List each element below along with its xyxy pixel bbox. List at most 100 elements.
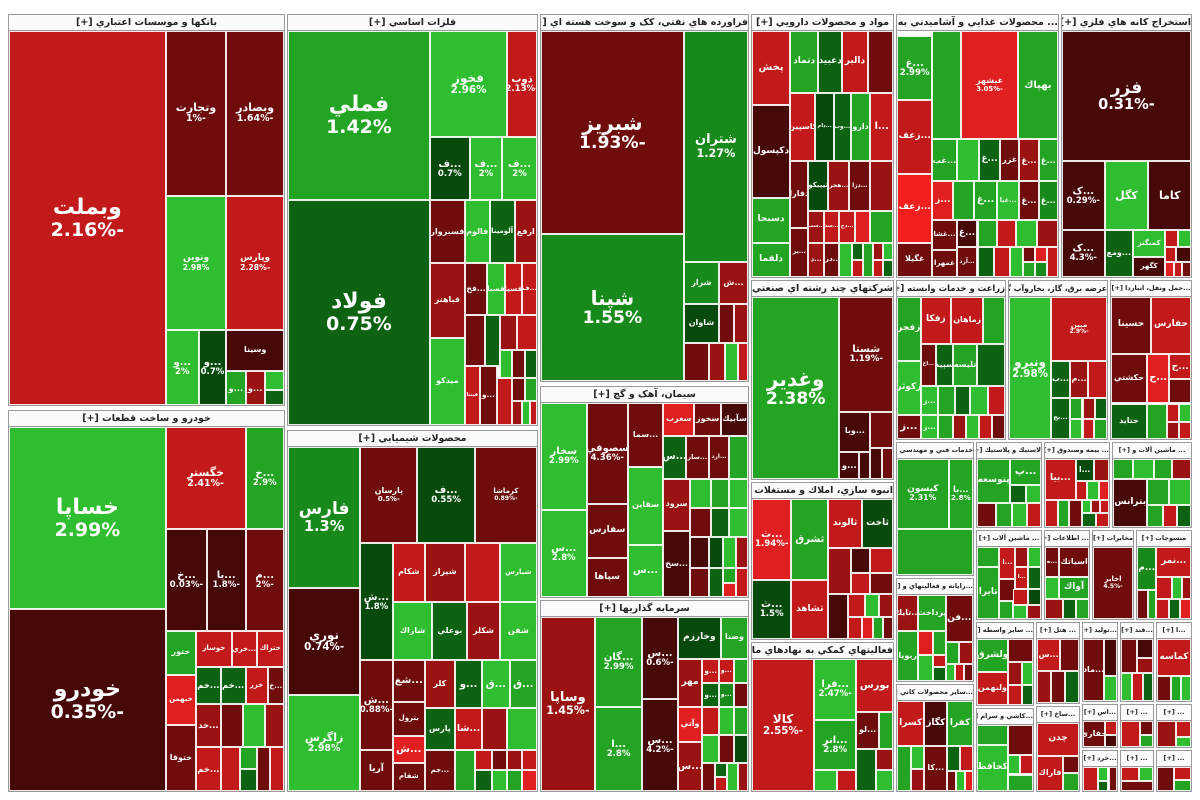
stock-tile-...غ[interactable]: ...غ bbox=[1019, 181, 1039, 221]
stock-tile-...ا[interactable]: ...ا bbox=[870, 92, 893, 162]
stock-tile[interactable] bbox=[1174, 262, 1182, 277]
stock-tile-...ز[interactable]: ...ز bbox=[920, 386, 939, 415]
stock-tile-...خم[interactable]: ...خم bbox=[196, 747, 221, 791]
stock-tile-شستا[interactable]: شستا -1.19% bbox=[839, 297, 893, 412]
stock-tile[interactable] bbox=[1093, 459, 1109, 481]
sector-header-hotel[interactable]: ... هتل [+] bbox=[1037, 623, 1079, 639]
stock-tile-تیپیکو[interactable]: تیپیکو bbox=[808, 161, 829, 211]
stock-tile-...و[interactable]: ...و bbox=[719, 683, 734, 708]
stock-tile-کگل[interactable]: کگل bbox=[1104, 161, 1149, 231]
stock-tile-شاراك[interactable]: شاراك bbox=[392, 601, 433, 661]
stock-tile-حفارس[interactable]: حفارس bbox=[1151, 297, 1191, 354]
stock-tile[interactable] bbox=[1095, 397, 1107, 420]
stock-tile-خودرو[interactable]: خودرو -0.35% bbox=[9, 609, 166, 791]
stock-tile-مبین[interactable]: مبین -2.9% bbox=[1051, 297, 1107, 361]
stock-tile[interactable] bbox=[955, 386, 971, 415]
stock-tile-شتران[interactable]: شتران 1.27% bbox=[683, 31, 748, 262]
stock-tile-...ث[interactable]: ...ث -1.94% bbox=[752, 499, 792, 581]
stock-tile-وپارس[interactable]: وپارس -2.28% bbox=[226, 195, 284, 331]
stock-tile-...غ[interactable]: ...غ bbox=[1038, 181, 1058, 221]
stock-tile[interactable] bbox=[1082, 513, 1096, 527]
stock-tile-کالا[interactable]: کالا -2.55% bbox=[752, 659, 815, 791]
stock-tile[interactable] bbox=[963, 663, 973, 681]
stock-tile-زفکا[interactable]: زفکا bbox=[920, 297, 951, 344]
stock-tile[interactable] bbox=[977, 247, 994, 277]
stock-tile[interactable] bbox=[512, 350, 525, 378]
stock-tile[interactable] bbox=[1147, 505, 1163, 527]
stock-tile-...ق[interactable]: ...ق bbox=[509, 660, 537, 709]
stock-tile[interactable] bbox=[499, 350, 513, 378]
stock-tile[interactable] bbox=[938, 414, 954, 439]
sector-header-telecom[interactable]: مخابرات [+] bbox=[1093, 531, 1133, 547]
stock-tile-...سار[interactable]: ...سار bbox=[685, 435, 709, 479]
stock-tile[interactable] bbox=[517, 314, 537, 351]
stock-tile[interactable] bbox=[1121, 721, 1141, 747]
stock-tile-وخارزم[interactable]: وخارزم bbox=[677, 617, 722, 659]
stock-tile[interactable] bbox=[1063, 773, 1079, 791]
stock-tile[interactable] bbox=[1147, 590, 1157, 619]
stock-tile-حفاری[interactable]: حفاری bbox=[1083, 721, 1105, 747]
stock-tile[interactable] bbox=[1082, 397, 1096, 420]
stock-tile-...و[interactable]: ...و bbox=[702, 658, 719, 684]
stock-tile-...جم[interactable]: ...جم bbox=[424, 749, 455, 791]
stock-tile-...ح[interactable]: ...ح bbox=[1147, 353, 1170, 404]
stock-tile-کگهر[interactable]: کگهر bbox=[1132, 257, 1166, 277]
sector-header-tiny4[interactable]: ... [+] bbox=[1157, 751, 1191, 767]
stock-tile-سپید[interactable]: سپید bbox=[935, 343, 954, 387]
stock-tile[interactable] bbox=[814, 769, 837, 791]
sector-header-cement[interactable]: سيمان، آهک و گچ [+] bbox=[541, 387, 748, 403]
stock-tile-سصوفي[interactable]: سصوفي -4.36% bbox=[586, 403, 628, 504]
stock-tile[interactable] bbox=[947, 746, 961, 772]
stock-tile-ثشاهد[interactable]: ثشاهد bbox=[791, 580, 829, 639]
stock-tile-شفام[interactable]: شفام bbox=[392, 763, 425, 791]
stock-tile-...بیا[interactable]: ...بیا bbox=[1045, 459, 1076, 500]
stock-tile[interactable] bbox=[1082, 499, 1092, 514]
stock-tile[interactable] bbox=[1026, 503, 1041, 527]
stock-tile-فاراك[interactable]: فاراك bbox=[1037, 755, 1064, 791]
sector-header-qand[interactable]: ...قند [+] bbox=[1121, 623, 1153, 639]
stock-tile[interactable] bbox=[1015, 547, 1029, 568]
stock-tile[interactable] bbox=[729, 507, 748, 537]
stock-tile-...سد[interactable]: ...سد bbox=[823, 210, 840, 243]
stock-tile-غمهرا[interactable]: غمهرا bbox=[932, 249, 957, 277]
stock-tile[interactable] bbox=[964, 771, 973, 791]
stock-tile-ثالوند[interactable]: ثالوند bbox=[828, 499, 862, 548]
stock-tile-...و[interactable]: ...و bbox=[702, 683, 719, 708]
stock-tile[interactable] bbox=[954, 663, 964, 681]
stock-tile-ولبهمن[interactable]: ولبهمن bbox=[977, 672, 1008, 705]
stock-tile-...غیا[interactable]: ...غیا bbox=[996, 181, 1020, 221]
stock-tile[interactable] bbox=[497, 377, 513, 425]
stock-tile[interactable] bbox=[1045, 499, 1058, 527]
stock-tile-فزر[interactable]: فزر -0.31% bbox=[1062, 31, 1191, 162]
stock-tile[interactable] bbox=[1026, 604, 1041, 619]
stock-tile[interactable] bbox=[1167, 421, 1179, 439]
stock-tile[interactable] bbox=[690, 478, 711, 508]
stock-tile[interactable] bbox=[1021, 685, 1033, 705]
stock-tile-...غب[interactable]: ...غب bbox=[932, 139, 957, 182]
stock-tile-...تایك[interactable]: ...تایك bbox=[897, 595, 919, 632]
sector-header-tiny1[interactable]: ... [+] bbox=[1121, 705, 1153, 721]
stock-tile-...یر[interactable]: ...یر bbox=[790, 227, 809, 277]
stock-tile-...سر[interactable] bbox=[933, 631, 946, 656]
stock-tile[interactable] bbox=[1182, 577, 1191, 599]
stock-tile[interactable] bbox=[828, 548, 851, 595]
stock-tile[interactable] bbox=[690, 507, 711, 537]
stock-tile-فپنتا[interactable]: فپنتا bbox=[464, 365, 480, 425]
stock-tile[interactable] bbox=[938, 386, 956, 415]
stock-tile[interactable] bbox=[850, 573, 871, 595]
stock-tile[interactable] bbox=[1013, 588, 1028, 605]
stock-tile-سرود[interactable]: سرود bbox=[663, 478, 691, 532]
stock-tile-شیارس[interactable]: شیارس bbox=[499, 543, 537, 602]
stock-tile[interactable] bbox=[1181, 262, 1191, 277]
stock-tile[interactable] bbox=[725, 342, 738, 381]
stock-tile[interactable] bbox=[733, 658, 748, 684]
stock-tile[interactable] bbox=[1098, 781, 1109, 791]
stock-tile[interactable] bbox=[1156, 598, 1170, 619]
sector-header-tolid[interactable]: ...توليد [+] bbox=[1083, 623, 1117, 639]
stock-tile[interactable] bbox=[264, 390, 284, 405]
stock-tile[interactable] bbox=[1175, 247, 1191, 263]
stock-tile[interactable] bbox=[733, 683, 748, 708]
stock-tile-وغدیر[interactable]: وغدیر 2.38% bbox=[752, 297, 840, 479]
stock-tile[interactable] bbox=[240, 747, 257, 770]
stock-tile[interactable] bbox=[953, 414, 967, 439]
